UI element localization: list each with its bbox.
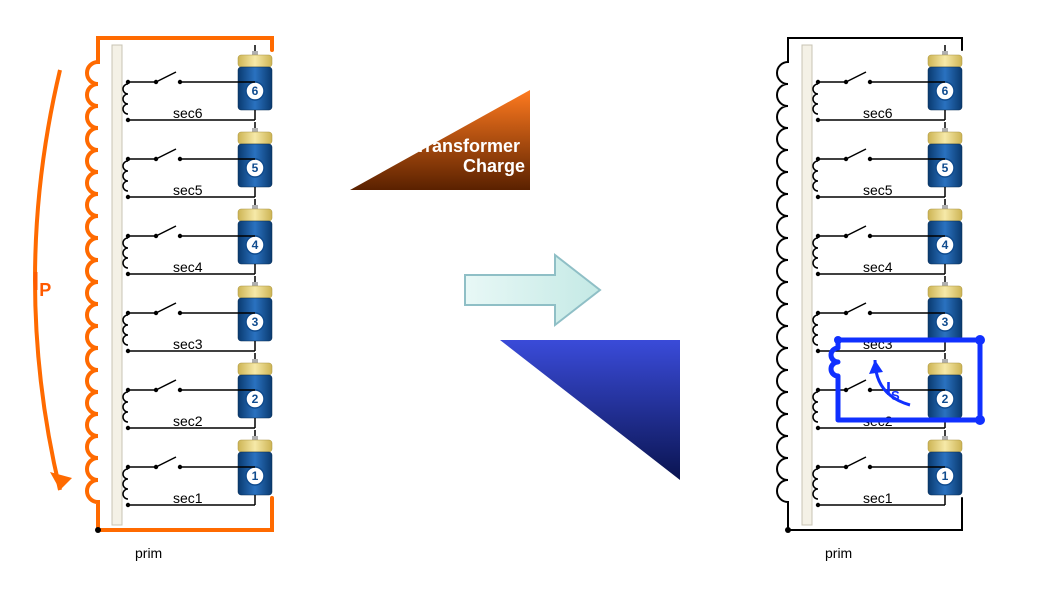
- left-circuit-group: IP 6 sec6 5 sec5 4 sec4 3 sec3 2 sec2 1 sec1 prim: [32, 38, 272, 561]
- cell-2: 2: [928, 359, 962, 418]
- cell-4: 4: [928, 205, 962, 264]
- discharge-label: Transformer Discharge: [508, 424, 618, 464]
- sec-label: sec4: [173, 259, 203, 275]
- cell-badge: 1: [252, 469, 259, 483]
- cell-badge: 6: [252, 84, 259, 98]
- cell-6: 6: [238, 51, 272, 110]
- ip-label: IP: [32, 266, 51, 300]
- cell-badge: 2: [942, 392, 949, 406]
- sec-label: sec1: [863, 490, 893, 506]
- left-core: [112, 45, 122, 525]
- sec-label: sec5: [863, 182, 893, 198]
- cell-6: 6: [928, 51, 962, 110]
- svg-text:IS: IS: [886, 379, 900, 403]
- right-core: [802, 45, 812, 525]
- right-prim-label: prim: [825, 545, 852, 561]
- cell-badge: 6: [942, 84, 949, 98]
- cell-badge: 5: [942, 161, 949, 175]
- cell-badge: 3: [942, 315, 949, 329]
- cell-badge: 4: [252, 238, 259, 252]
- cell-5: 5: [928, 128, 962, 187]
- sec-label: sec6: [173, 105, 203, 121]
- sec-label: sec2: [173, 413, 203, 429]
- sec-label: sec3: [173, 336, 203, 352]
- sec-label: sec5: [173, 182, 203, 198]
- cell-3: 3: [928, 282, 962, 341]
- left-prim-label: prim: [135, 545, 162, 561]
- cell-1: 1: [928, 436, 962, 495]
- cell-2: 2: [238, 359, 272, 418]
- sec-label: sec1: [173, 490, 203, 506]
- cell-badge: 1: [942, 469, 949, 483]
- sec-label: sec4: [863, 259, 893, 275]
- left-secondaries: 6 sec6 5 sec5 4 sec4 3 sec3 2 sec2 1 sec1: [123, 45, 272, 507]
- cell-badge: 4: [942, 238, 949, 252]
- right-secondaries: 6sec65sec54sec43sec32sec21sec1: [813, 45, 962, 507]
- cell-3: 3: [238, 282, 272, 341]
- sec-label: sec6: [863, 105, 893, 121]
- cell-badge: 3: [252, 315, 259, 329]
- cell-1: 1: [238, 436, 272, 495]
- center-arrow-icon: [465, 255, 600, 325]
- cell-4: 4: [238, 205, 272, 264]
- cell-badge: 2: [252, 392, 259, 406]
- cell-badge: 5: [252, 161, 259, 175]
- right-circuit-group: 6sec65sec54sec43sec32sec21sec1 IS prim: [777, 38, 985, 561]
- cell-5: 5: [238, 128, 272, 187]
